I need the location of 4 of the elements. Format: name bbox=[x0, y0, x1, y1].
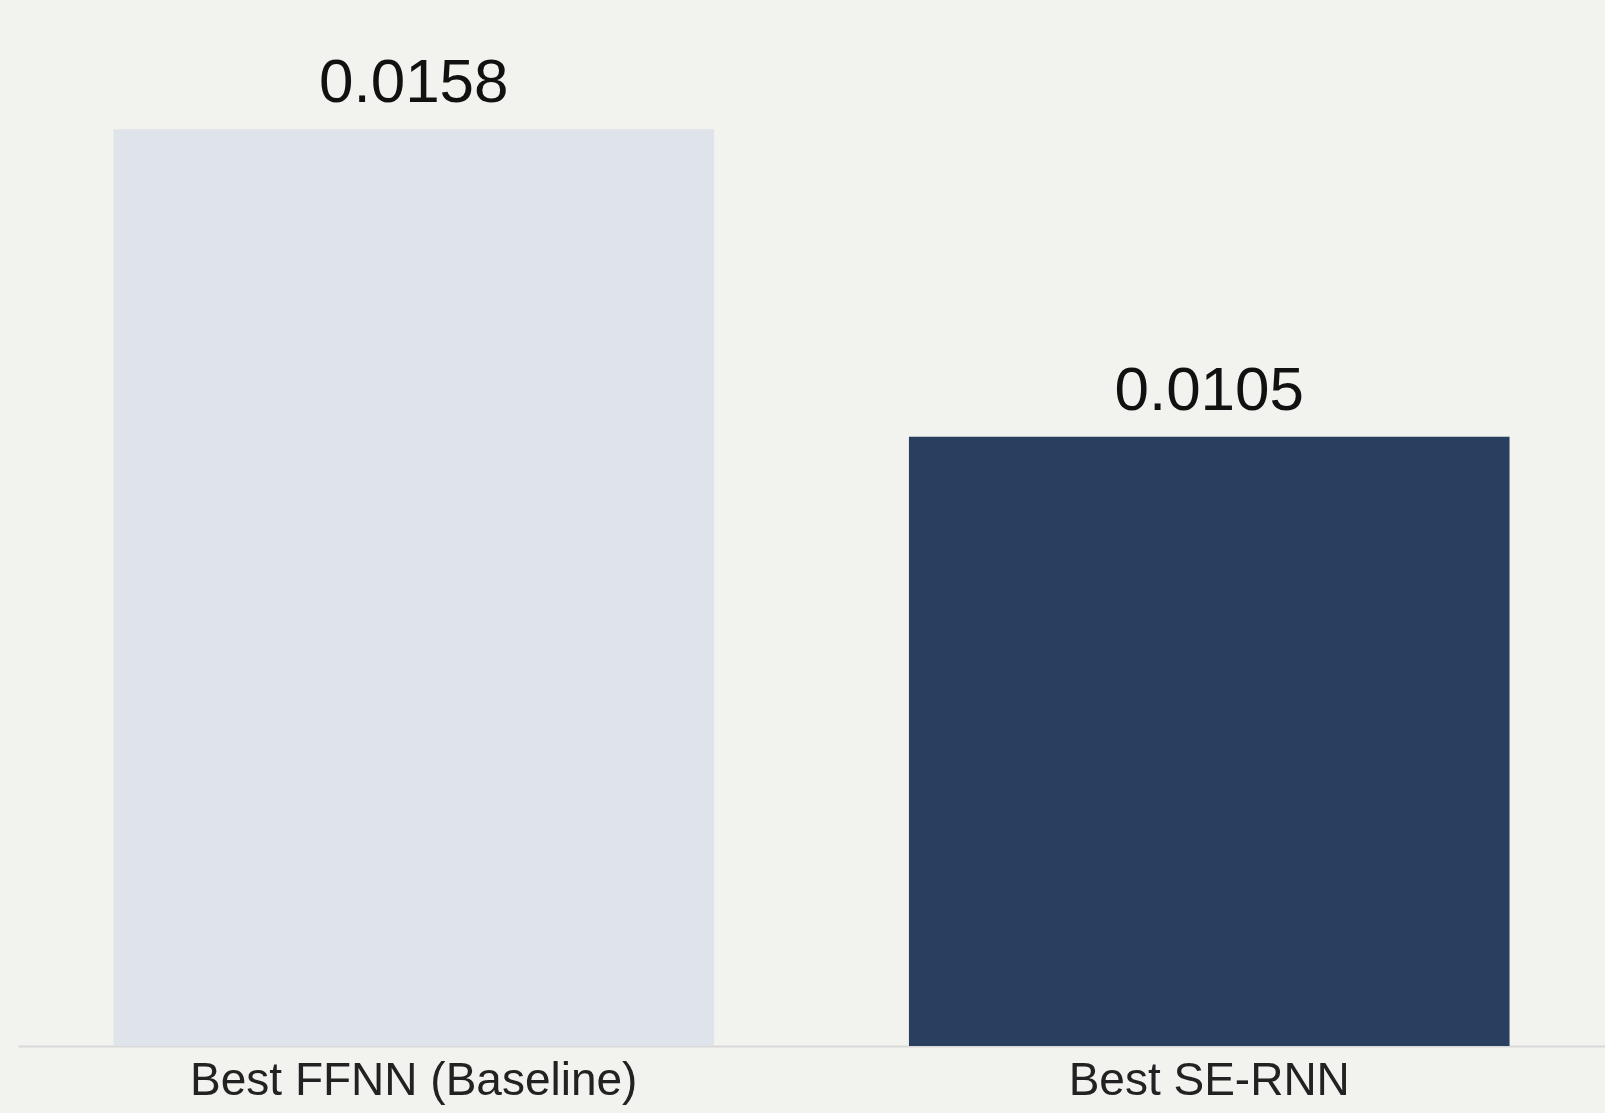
data-label: 0.0158 bbox=[318, 46, 509, 116]
x-tick-label: Best SE-RNN bbox=[1068, 1052, 1350, 1105]
x-tick-label: Best FFNN (Baseline) bbox=[190, 1052, 638, 1105]
data-label: 0.0105 bbox=[1114, 353, 1305, 423]
